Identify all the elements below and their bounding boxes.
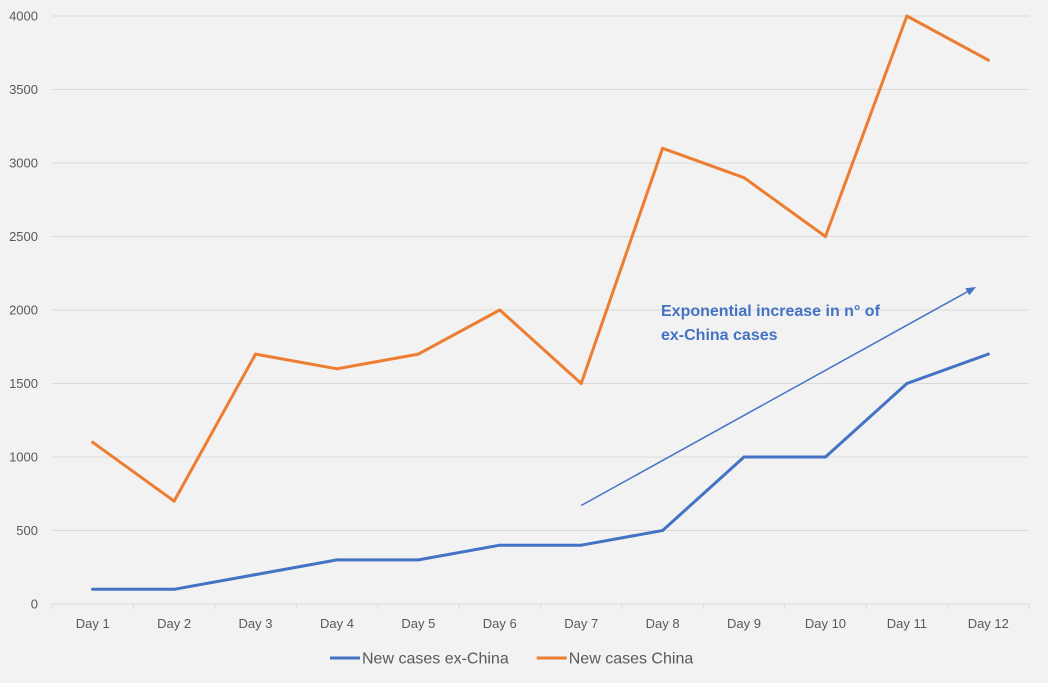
- series-line: [91, 352, 990, 591]
- x-tick-label: Day 7: [564, 616, 598, 631]
- series-1: [91, 352, 990, 591]
- data-point: [498, 308, 502, 312]
- x-tick-label: Day 9: [727, 616, 761, 631]
- y-tick-label: 500: [16, 523, 38, 538]
- y-tick-label: 4000: [9, 9, 38, 24]
- data-point: [986, 58, 990, 62]
- y-tick-label: 2500: [9, 229, 38, 244]
- x-tick-label: Day 3: [239, 616, 273, 631]
- data-point: [498, 543, 502, 547]
- data-point: [661, 529, 665, 532]
- data-point: [661, 146, 665, 150]
- x-tick-label: Day 1: [76, 616, 110, 631]
- data-point: [579, 543, 583, 547]
- data-point: [742, 455, 746, 459]
- data-point: [986, 352, 990, 356]
- data-point: [823, 235, 827, 238]
- series-line: [91, 14, 990, 503]
- x-tick-label: Day 2: [157, 616, 191, 631]
- y-tick-label: 3000: [9, 156, 38, 171]
- data-point: [416, 558, 420, 562]
- data-point: [335, 558, 339, 562]
- series-layer: [91, 14, 990, 591]
- data-point: [905, 382, 909, 385]
- y-tick-label: 2000: [9, 303, 38, 318]
- y-tick-label: 3500: [9, 82, 38, 97]
- x-tick-label: Day 5: [401, 616, 435, 631]
- legend-item: New cases China: [536, 651, 694, 668]
- series-2: [91, 14, 990, 503]
- data-point: [742, 176, 746, 180]
- legend-label: New cases China: [569, 651, 694, 668]
- y-axis: 0 500 1000 1500 2000 2500 3000 3500 4000: [9, 9, 38, 612]
- x-tick-label: Day 10: [805, 616, 846, 631]
- data-point: [172, 499, 176, 503]
- legend-item: New cases ex-China: [330, 651, 509, 668]
- x-tick-label: Day 12: [968, 616, 1009, 631]
- legend: New cases ex-China New cases China: [330, 651, 693, 668]
- annotation-text: Exponential increase in n° of: [661, 303, 881, 320]
- y-tick-label: 0: [31, 597, 38, 612]
- data-point: [905, 14, 909, 18]
- x-tick-label: Day 6: [483, 616, 517, 631]
- x-tick-label: Day 8: [646, 616, 680, 631]
- x-axis: Day 1 Day 2 Day 3 Day 4 Day 5 Day 6 Day 7 Day 8…: [51, 603, 1030, 631]
- annotation: Exponential increase in n° of ex-China ca…: [580, 286, 977, 507]
- legend-label: New cases ex-China: [362, 651, 509, 668]
- data-point: [416, 352, 420, 356]
- data-point: [172, 587, 176, 591]
- data-point: [335, 367, 339, 371]
- annotation-arrow: [580, 286, 977, 507]
- data-point: [254, 573, 258, 577]
- data-point: [91, 440, 95, 444]
- gridlines: [52, 15, 1029, 531]
- y-tick-label: 1500: [9, 376, 38, 391]
- data-point: [823, 455, 827, 459]
- data-point: [254, 352, 258, 356]
- x-tick-label: Day 11: [887, 616, 927, 631]
- x-tick-label: Day 4: [320, 616, 354, 631]
- data-point: [91, 587, 95, 591]
- y-tick-label: 1000: [9, 450, 38, 465]
- data-point: [579, 382, 583, 385]
- annotation-text: ex-China cases: [661, 327, 778, 344]
